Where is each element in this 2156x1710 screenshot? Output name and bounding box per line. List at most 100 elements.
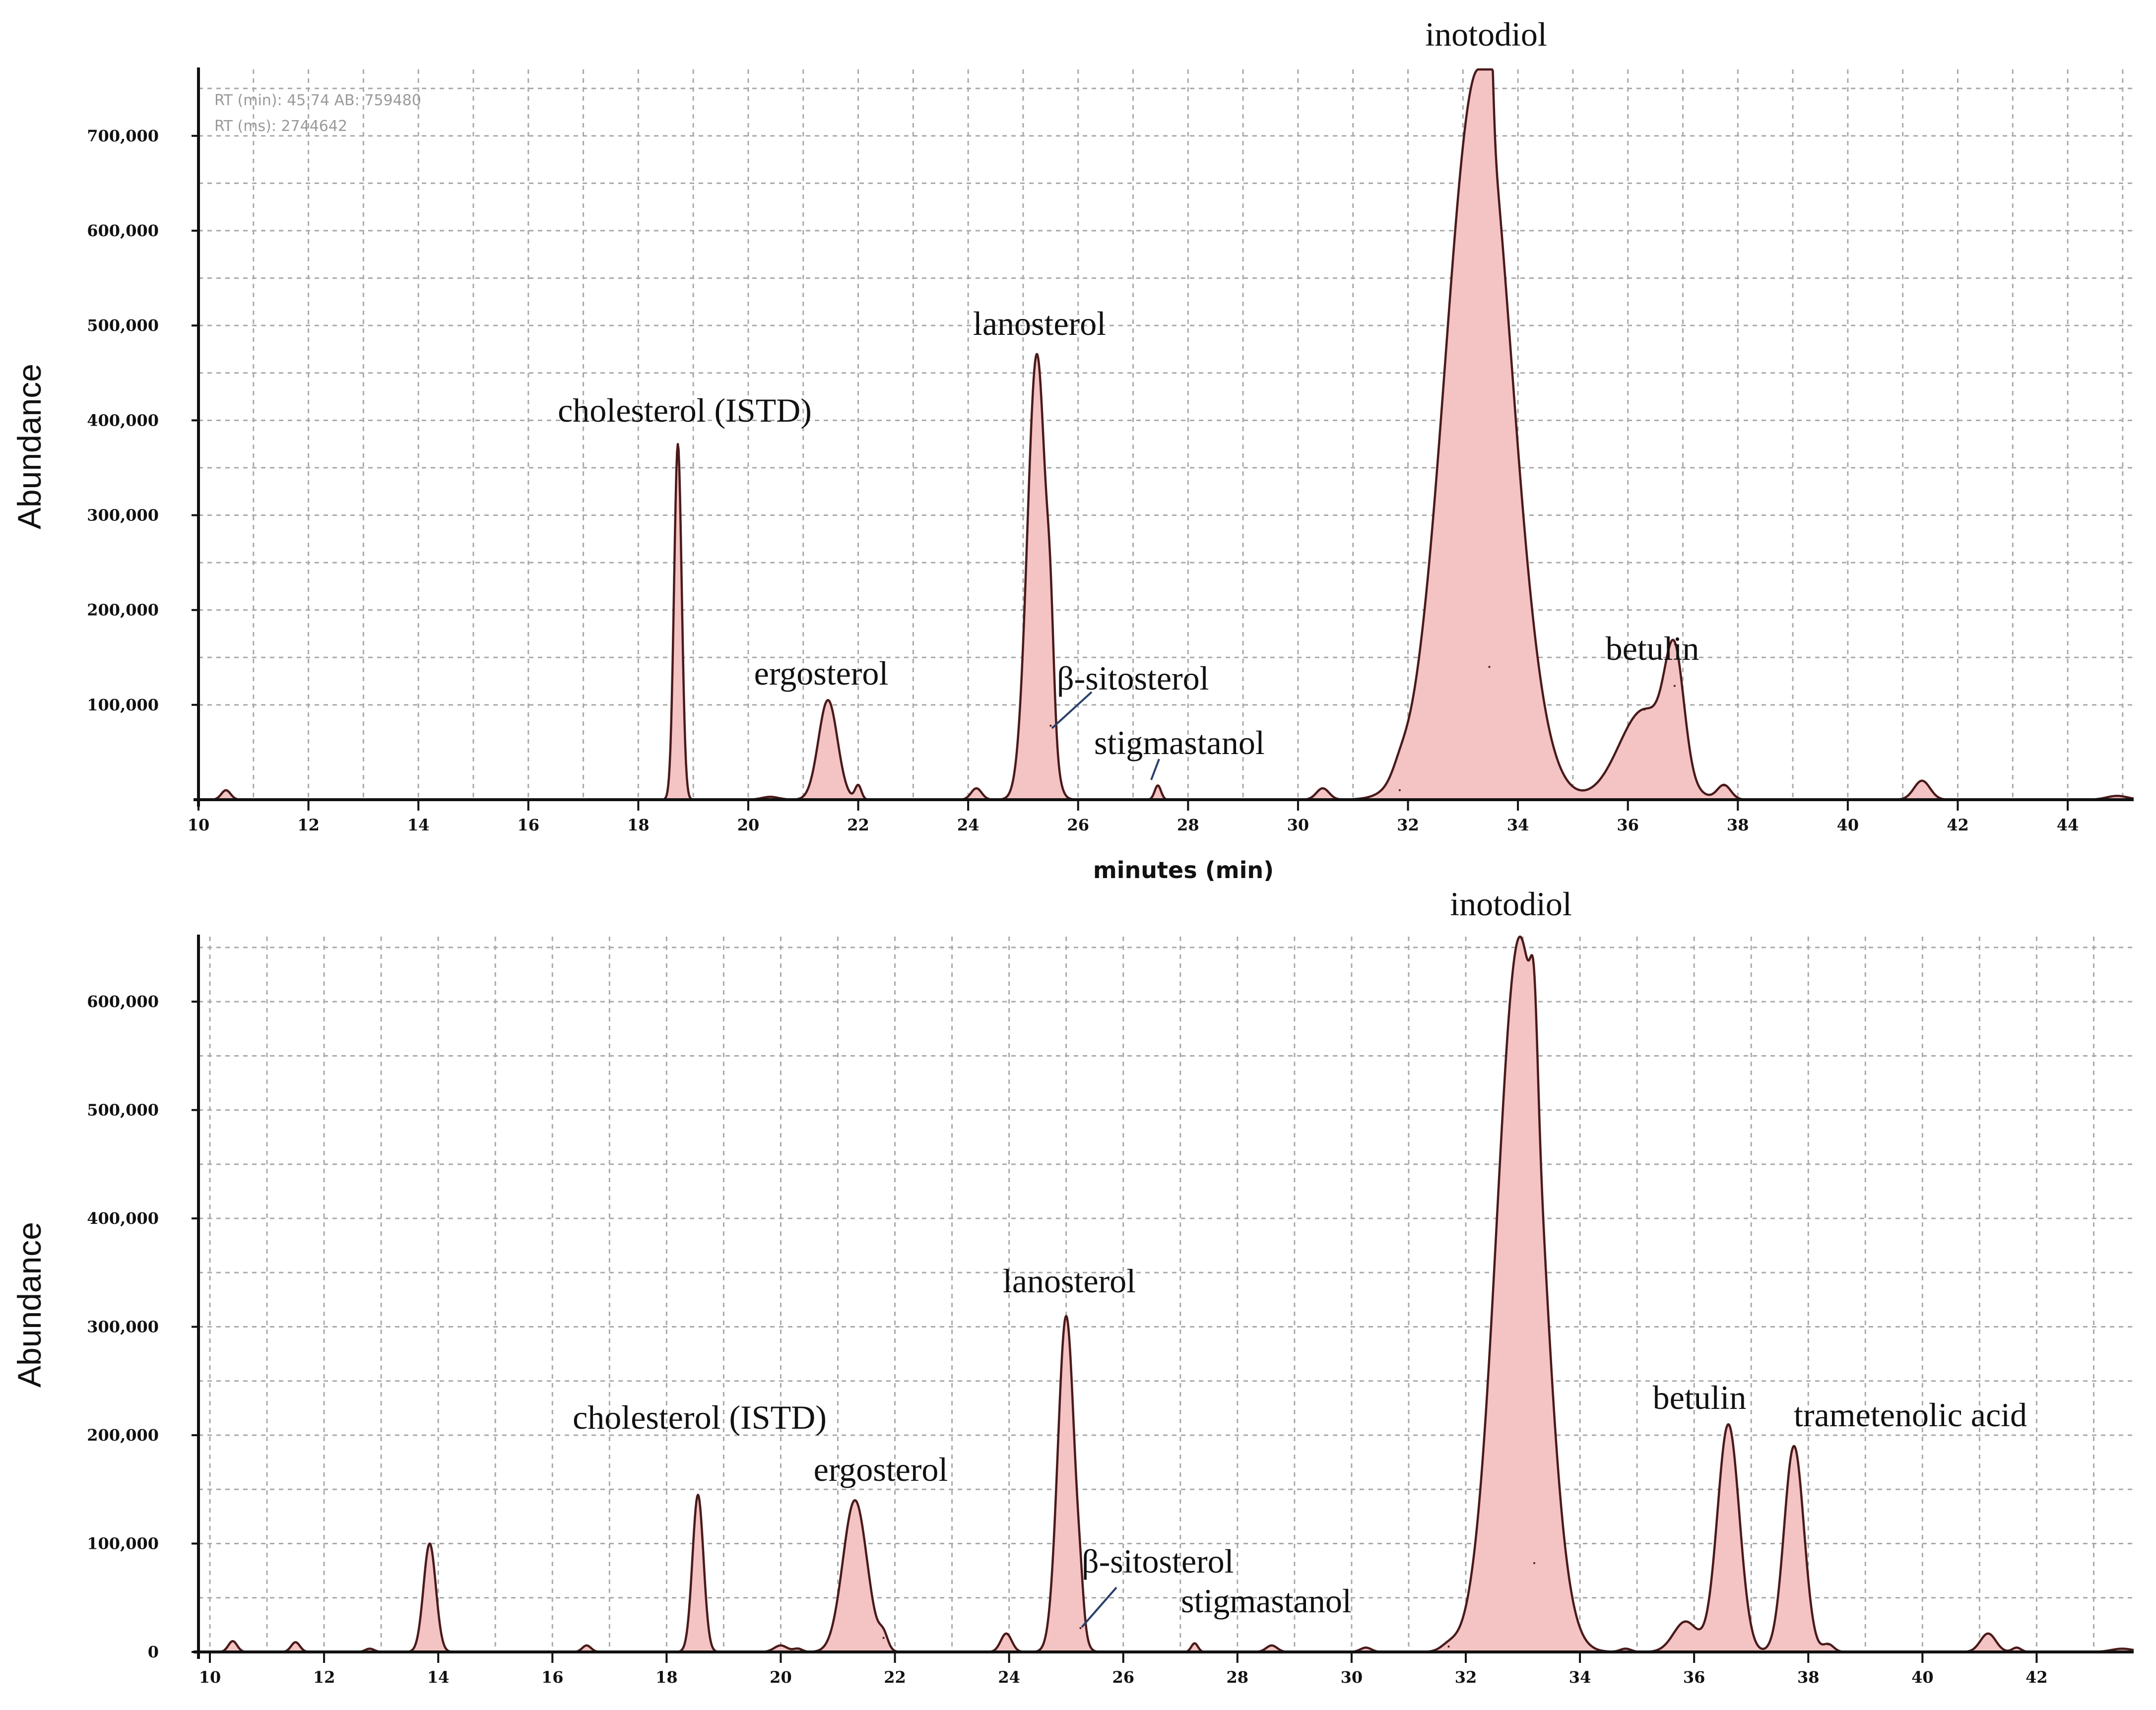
peak-annotation: inotodiol	[1450, 885, 1572, 923]
gridlines	[198, 937, 2134, 1652]
peak-point	[2016, 1647, 2018, 1649]
x-tick-label: 14	[407, 816, 430, 834]
peak-annotation: β-sitosterol	[1057, 659, 1209, 697]
y-tick-label: 100,000	[87, 696, 159, 714]
peak-point	[369, 1647, 371, 1650]
peak-point	[1793, 1445, 1795, 1447]
peak-point	[1270, 1644, 1273, 1647]
peak-point	[1079, 1627, 1082, 1629]
peak-point	[428, 1542, 431, 1545]
peak-point	[769, 796, 772, 798]
y-tick-label: 300,000	[87, 1318, 159, 1336]
peak-point	[1673, 685, 1676, 687]
peak-point	[1921, 779, 1923, 782]
y-axis-title: Abundance	[11, 364, 48, 529]
x-tick-label: 18	[627, 816, 650, 834]
peak-point	[232, 1640, 234, 1643]
peak-point	[975, 787, 978, 790]
x-tick-label: 32	[1397, 816, 1419, 834]
peak-annotation: ergosterol	[754, 654, 889, 692]
x-tick-label: 40	[1837, 816, 1859, 834]
y-axis-title: Abundance	[11, 1222, 48, 1388]
x-tick-label: 18	[655, 1668, 678, 1687]
y-tick-label: 200,000	[87, 601, 159, 620]
peak-point	[586, 1644, 588, 1647]
peak-point	[677, 443, 679, 445]
x-tick-label: 44	[2057, 816, 2079, 834]
x-tick-label: 40	[1911, 1668, 1934, 1687]
peak-annotation: lanosterol	[973, 305, 1106, 342]
x-tick-label: 20	[737, 816, 760, 834]
x-tick-label: 20	[770, 1668, 792, 1687]
chart-panel-top: 10 12 14 16 18 20 22 24 26 28 30 32 34 36 38 40 42 44 100,…	[11, 15, 2134, 884]
x-tick-label: 10	[188, 816, 210, 834]
peak-point	[857, 784, 859, 787]
peak-annotation: cholesterol (ISTD)	[558, 391, 812, 429]
y-tick-label: 700,000	[87, 127, 159, 145]
annotation-leader	[1081, 1586, 1117, 1628]
y-tick-label: 600,000	[87, 992, 159, 1011]
y-tick-label: 400,000	[87, 411, 159, 430]
peak-point	[2116, 795, 2118, 797]
x-tick-label: 36	[1683, 1668, 1705, 1687]
x-tick-label: 24	[957, 816, 980, 834]
x-tick-label: 22	[847, 816, 869, 834]
rt-readout: RT (min): 45.74 AB: 759480	[214, 92, 421, 109]
peak-point	[225, 789, 227, 791]
peak-annotation: lanosterol	[1003, 1262, 1136, 1300]
peak-point	[697, 1494, 699, 1496]
y-tick-label: 500,000	[87, 316, 159, 335]
peak-annotation: trametenolic acid	[1794, 1396, 2027, 1434]
x-tick-label: 16	[541, 1668, 564, 1687]
peak-point	[1643, 708, 1645, 711]
x-tick-label: 30	[1341, 1668, 1363, 1687]
x-tick-label: 38	[1797, 1668, 1820, 1687]
x-tick-label: 10	[199, 1668, 221, 1687]
x-tick-label: 42	[1947, 816, 1969, 834]
x-tick-label: 26	[1112, 1668, 1134, 1687]
peak-point	[1827, 1643, 1829, 1646]
peak-point	[854, 1499, 856, 1502]
x-tick-label: 28	[1227, 1668, 1249, 1687]
peak-point	[1723, 784, 1725, 787]
chart-panel-bottom: 10 12 14 16 18 20 22 24 26 28 30 32 34 36 38 40 42 0 100,0…	[11, 885, 2134, 1687]
x-tick-label: 14	[427, 1668, 450, 1687]
x-tick-label: 32	[1455, 1668, 1477, 1687]
peak-point	[1036, 353, 1038, 355]
x-tick-label: 34	[1569, 1668, 1591, 1687]
x-tick-label: 30	[1287, 816, 1309, 834]
y-tick-label: 200,000	[87, 1426, 159, 1445]
peak-point	[1005, 1632, 1007, 1635]
peak-annotation: betulin	[1606, 630, 1699, 667]
peak-point	[1398, 789, 1401, 791]
peak-point	[1625, 1647, 1627, 1650]
x-tick-label: 16	[518, 816, 540, 834]
peak-point	[1477, 68, 1480, 70]
peak-annotation: β-sitosterol	[1082, 1542, 1234, 1580]
peak-annotation: ergosterol	[814, 1451, 948, 1488]
x-axis-title: minutes (min)	[1093, 857, 1274, 884]
peak-annotation: inotodiol	[1425, 15, 1547, 53]
y-tick-label: 600,000	[87, 221, 159, 240]
peak-point	[1987, 1632, 1989, 1635]
y-tick-label: 500,000	[87, 1101, 159, 1120]
x-tick-label: 24	[998, 1668, 1020, 1687]
y-tick-label: 0	[148, 1643, 159, 1661]
annotation-leader	[1051, 691, 1093, 729]
peak-point	[1533, 1562, 1536, 1564]
x-tick-label: 28	[1177, 816, 1199, 834]
peak-point	[1727, 1423, 1730, 1426]
x-tick-label: 12	[313, 1668, 335, 1687]
peak-point	[780, 1644, 782, 1647]
peak-point	[1049, 724, 1052, 727]
peak-point	[1488, 666, 1491, 668]
peak-point	[1193, 1642, 1196, 1645]
y-tick-label: 400,000	[87, 1209, 159, 1228]
x-tick-label: 42	[2025, 1668, 2048, 1687]
peak-point	[1365, 1647, 1367, 1649]
x-tick-label: 38	[1727, 816, 1749, 834]
peak-point	[294, 1641, 297, 1644]
peak-annotation: stigmastanol	[1094, 724, 1265, 761]
x-tick-label: 34	[1507, 816, 1529, 834]
